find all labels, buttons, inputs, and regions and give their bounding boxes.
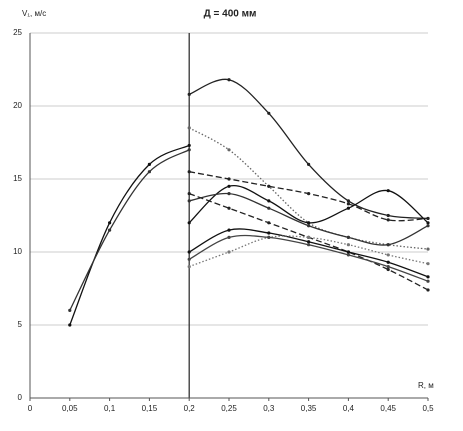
data-point	[386, 253, 390, 257]
data-point	[346, 206, 350, 210]
y-tick-label: 10	[13, 247, 22, 256]
x-tick-label: 0,3	[263, 404, 275, 413]
data-point	[386, 267, 390, 272]
data-point	[426, 224, 430, 228]
data-point	[187, 257, 191, 261]
data-point	[386, 213, 390, 218]
data-point	[307, 235, 311, 239]
data-point	[267, 235, 271, 239]
data-point	[68, 308, 72, 312]
data-point	[227, 228, 231, 232]
data-point	[346, 235, 350, 239]
data-point	[267, 111, 271, 115]
series-line	[69, 144, 190, 326]
data-point	[227, 78, 231, 82]
x-tick-label: 0,5	[422, 404, 434, 413]
data-point	[267, 184, 271, 188]
data-point	[386, 265, 390, 269]
data-point	[426, 221, 430, 225]
data-point	[108, 228, 112, 232]
data-point	[426, 216, 430, 221]
data-point	[346, 243, 350, 247]
data-point	[187, 170, 191, 174]
x-tick-label: 0	[28, 404, 33, 413]
data-point	[307, 192, 311, 196]
y-axis-label: V₁, м/с	[22, 9, 46, 18]
data-point	[386, 260, 390, 264]
data-point	[227, 184, 231, 188]
x-axis-label: R, м	[418, 381, 434, 390]
data-point	[267, 221, 271, 225]
data-point	[108, 221, 112, 225]
data-point	[227, 206, 231, 210]
data-point	[426, 288, 430, 292]
data-point	[187, 192, 191, 196]
data-point	[307, 162, 311, 166]
data-point	[426, 247, 430, 251]
data-point	[267, 231, 271, 235]
data-point	[386, 189, 390, 193]
data-point	[426, 275, 430, 279]
data-point	[227, 148, 231, 152]
data-point	[346, 199, 350, 203]
y-tick-label: 5	[18, 320, 23, 329]
x-tick-label: 0,45	[380, 404, 396, 413]
y-tick-label: 20	[13, 101, 22, 110]
data-point	[187, 221, 191, 225]
data-point	[227, 250, 231, 254]
data-point	[187, 250, 191, 254]
data-point	[147, 170, 151, 174]
data-point	[227, 177, 231, 181]
data-point	[267, 199, 271, 203]
data-point	[187, 92, 191, 96]
data-point	[187, 199, 191, 203]
x-tick-label: 0,05	[62, 404, 78, 413]
data-point	[307, 243, 311, 247]
series-line	[188, 78, 429, 220]
data-point	[346, 202, 350, 206]
data-point	[346, 253, 350, 257]
data-point	[386, 243, 390, 247]
y-tick-label: 0	[18, 393, 23, 402]
x-tick-label: 0,35	[301, 404, 317, 413]
data-point	[346, 250, 350, 254]
data-point	[147, 162, 151, 166]
y-tick-label: 15	[13, 174, 22, 183]
data-point	[426, 262, 430, 266]
data-point	[426, 279, 430, 283]
data-point	[386, 218, 390, 222]
data-point	[267, 206, 271, 210]
data-point	[187, 126, 191, 130]
data-point	[187, 265, 191, 269]
y-tick-label: 25	[13, 28, 22, 37]
data-point	[187, 148, 191, 152]
chart-title: Д = 400 мм	[204, 9, 257, 20]
data-point	[227, 192, 231, 196]
x-tick-label: 0,1	[104, 404, 116, 413]
data-point	[227, 235, 231, 239]
x-tick-label: 0,4	[343, 404, 355, 413]
x-tick-label: 0,2	[184, 404, 196, 413]
data-point	[307, 221, 311, 225]
data-point	[187, 143, 191, 148]
x-tick-label: 0,25	[221, 404, 237, 413]
x-tick-label: 0,15	[142, 404, 158, 413]
data-point	[307, 240, 311, 244]
data-point	[307, 224, 311, 228]
series-line	[188, 184, 429, 224]
data-point	[68, 323, 72, 327]
series-line	[69, 149, 190, 311]
